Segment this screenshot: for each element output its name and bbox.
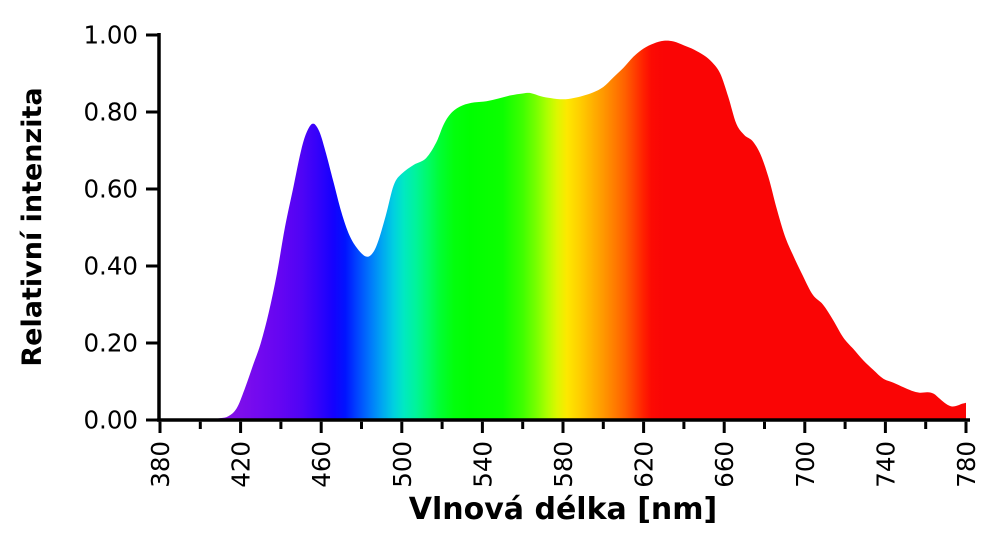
y-tick-label: 0.80 xyxy=(83,98,138,127)
x-tick-label: 780 xyxy=(952,441,981,488)
x-tick-label: 580 xyxy=(549,441,578,488)
x-tick-label: 740 xyxy=(871,441,900,488)
y-tick-label: 0.40 xyxy=(83,252,138,281)
x-axis-title: Vlnová délka [nm] xyxy=(409,492,718,527)
spectrum-area xyxy=(200,40,967,420)
axes: 0.00 0.20 0.40 0.60 0.80 1.00 380 420 460 500 540 5… xyxy=(83,21,981,488)
x-tick-label: 460 xyxy=(307,441,336,488)
y-tick-label: 0.20 xyxy=(83,329,138,358)
x-tick-label: 620 xyxy=(630,441,659,488)
x-tick-label: 380 xyxy=(146,441,175,488)
y-axis-title: Relativní intenzita xyxy=(17,87,48,366)
x-tick-label: 700 xyxy=(791,441,820,488)
y-tick-label: 0.00 xyxy=(83,406,138,435)
x-tick-label: 500 xyxy=(388,441,417,488)
x-tick-label: 660 xyxy=(710,441,739,488)
x-tick-label: 420 xyxy=(227,441,256,488)
y-tick-label: 1.00 xyxy=(83,21,138,50)
y-tick-label: 0.60 xyxy=(83,175,138,204)
x-tick-label: 540 xyxy=(468,441,497,488)
